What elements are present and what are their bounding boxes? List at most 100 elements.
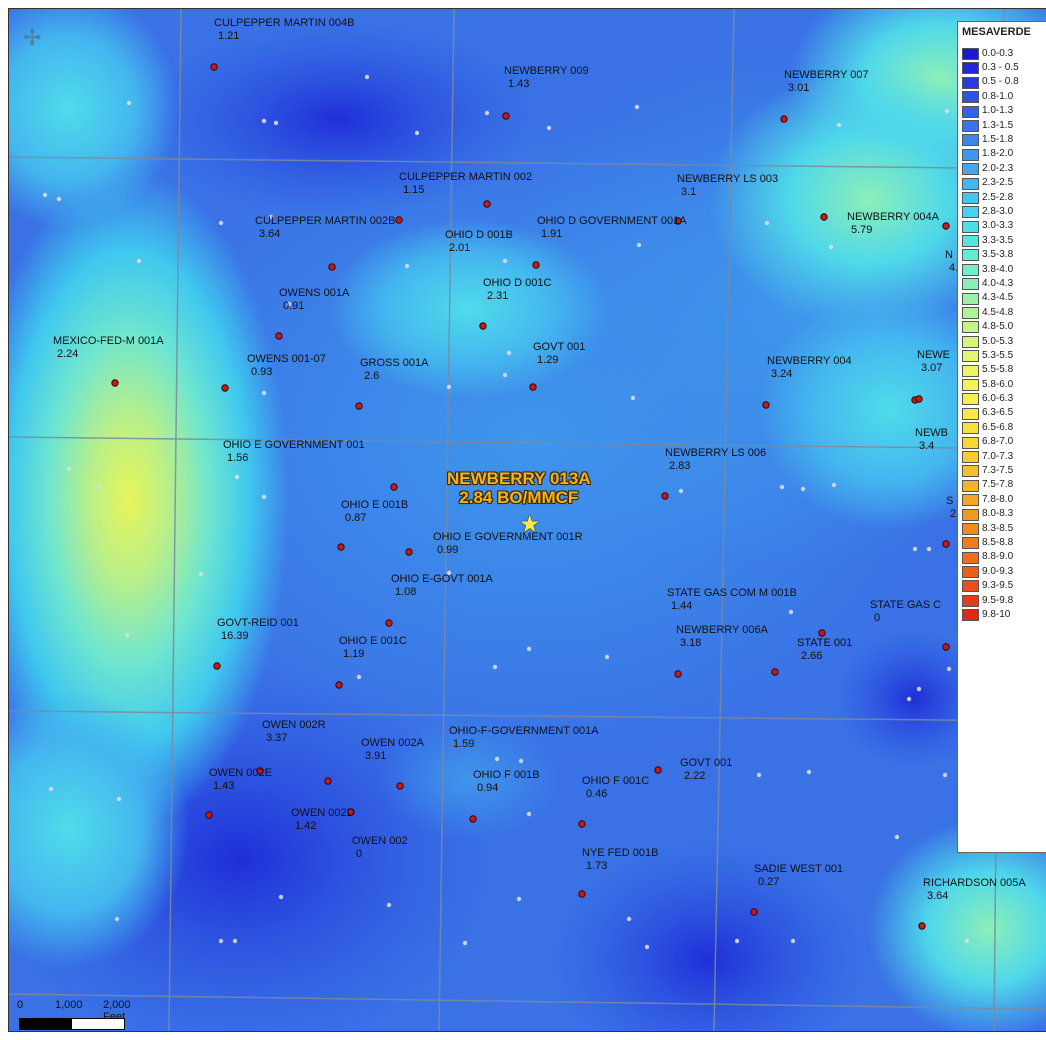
well-label: NEWBERRY LS 006 2.83 (665, 447, 766, 473)
inactive-well-marker (788, 609, 794, 615)
well-marker[interactable] (396, 782, 404, 790)
well-label: RICHARDSON 005A 3.64 (923, 877, 1026, 903)
legend-entry: 6.3-6.5 (958, 406, 1046, 420)
well-marker[interactable] (762, 401, 770, 409)
well-marker[interactable] (771, 668, 779, 676)
inactive-well-marker (836, 122, 842, 128)
inactive-well-marker (636, 242, 642, 248)
well-value: 3.07 (921, 362, 943, 374)
well-marker[interactable] (210, 63, 218, 71)
well-name: CULPEPPER MARTIN 002 (399, 171, 533, 183)
legend-label: 9.8-10 (982, 608, 1011, 620)
legend-swatch (962, 220, 979, 233)
legend-entry: 1.0-1.3 (958, 104, 1046, 118)
inactive-well-marker (356, 674, 362, 680)
well-name: OHIO E 001C (339, 635, 407, 647)
well-marker[interactable] (405, 548, 413, 556)
legend-swatch (962, 364, 979, 377)
well-name: NEWBERRY 004 (767, 355, 852, 367)
inactive-well-marker (894, 834, 900, 840)
well-marker[interactable] (335, 681, 343, 689)
legend-entry: 2.0-2.3 (958, 161, 1046, 176)
map-frame: ✢ CULPEPPER MARTIN 004B 1.21 NEWBERRY 009 1… (8, 8, 1046, 1032)
well-marker[interactable] (780, 115, 788, 123)
well-label: OHIO E-GOVT 001A 1.08 (391, 573, 493, 599)
well-value: 4. (949, 262, 959, 274)
legend-label: 7.5-7.8 (982, 479, 1014, 491)
legend-swatch (962, 177, 979, 190)
well-marker[interactable] (578, 890, 586, 898)
well-marker[interactable] (483, 200, 491, 208)
well-marker[interactable] (221, 384, 229, 392)
well-marker[interactable] (654, 766, 662, 774)
legend-label: 3.3-3.5 (982, 234, 1014, 246)
legend-entry: 4.8-5.0 (958, 319, 1046, 334)
well-name: OHIO D 001B (445, 229, 513, 241)
well-name: NEWBERRY LS 006 (665, 447, 767, 459)
well-marker[interactable] (915, 395, 923, 403)
inactive-well-marker (96, 484, 102, 490)
legend-swatch (962, 494, 979, 507)
well-label: OWEN 002R 3.37 (262, 719, 326, 745)
well-value: 1.21 (218, 30, 240, 42)
legend-label: 3.8-4.0 (982, 263, 1014, 275)
well-marker[interactable] (532, 261, 540, 269)
well-marker[interactable] (324, 777, 332, 785)
legend-swatch (962, 119, 979, 132)
well-marker[interactable] (820, 213, 828, 221)
well-value: 3.18 (680, 637, 702, 649)
well-label: NEWE 3.07 (917, 349, 950, 375)
well-marker[interactable] (818, 629, 826, 637)
inactive-well-marker (634, 104, 640, 110)
well-label: NEWBERRY 004A 5.79 (847, 211, 939, 237)
inactive-well-marker (506, 350, 512, 356)
legend-label: 2.8-3.0 (982, 205, 1014, 217)
well-marker[interactable] (328, 263, 336, 271)
well-marker[interactable] (385, 619, 393, 627)
inactive-well-marker (136, 258, 142, 264)
well-value: 0.87 (345, 512, 367, 524)
well-marker[interactable] (750, 908, 758, 916)
well-marker[interactable] (674, 670, 682, 678)
inactive-well-marker (261, 390, 267, 396)
featured-well-label: NEWBERRY 013A 2.84 BO/MMCF (447, 469, 591, 507)
well-marker[interactable] (347, 808, 355, 816)
inactive-well-marker (916, 686, 922, 692)
well-marker[interactable] (256, 767, 264, 775)
legend-swatch (962, 407, 979, 420)
well-marker[interactable] (661, 492, 669, 500)
inactive-well-marker (626, 916, 632, 922)
well-marker[interactable] (213, 662, 221, 670)
inactive-well-marker (218, 220, 224, 226)
legend-swatch (962, 321, 979, 334)
well-marker[interactable] (942, 643, 950, 651)
well-marker[interactable] (529, 383, 537, 391)
inactive-well-marker (404, 263, 410, 269)
well-marker[interactable] (395, 216, 403, 224)
inactive-well-marker (800, 486, 806, 492)
well-marker[interactable] (275, 332, 283, 340)
well-marker[interactable] (337, 543, 345, 551)
well-value: 0.99 (437, 544, 459, 556)
well-marker[interactable] (390, 483, 398, 491)
legend-swatch (962, 436, 979, 449)
legend-label: 5.5-5.8 (982, 364, 1014, 376)
well-marker[interactable] (942, 222, 950, 230)
well-value: 2.83 (669, 460, 691, 472)
legend-swatch (962, 148, 979, 161)
well-marker[interactable] (355, 402, 363, 410)
legend-label: 5.3-5.5 (982, 349, 1014, 361)
well-marker[interactable] (918, 922, 926, 930)
well-marker[interactable] (111, 379, 119, 387)
legend-label: 2.0-2.3 (982, 162, 1014, 174)
well-marker[interactable] (205, 811, 213, 819)
well-marker[interactable] (502, 112, 510, 120)
well-marker[interactable] (942, 540, 950, 548)
well-marker[interactable] (578, 820, 586, 828)
well-marker[interactable] (479, 322, 487, 330)
legend-swatch (962, 76, 979, 89)
legend-label: 6.0-6.3 (982, 393, 1014, 405)
well-marker[interactable] (674, 217, 682, 225)
contour-map (9, 9, 1046, 1031)
well-marker[interactable] (469, 815, 477, 823)
